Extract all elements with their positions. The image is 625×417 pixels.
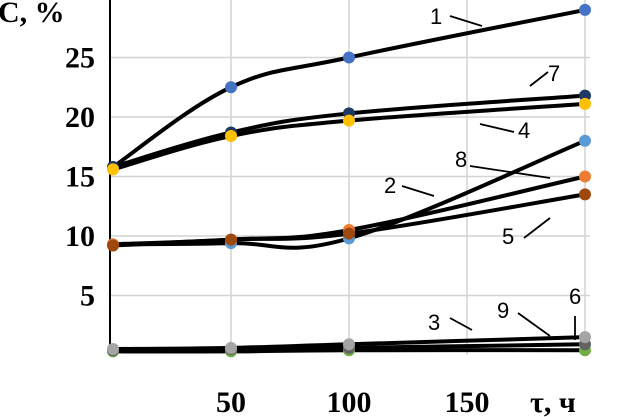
callout-leader-4 [479, 123, 515, 133]
y-tick-label: 25 [65, 42, 95, 75]
data-point-5 [343, 227, 355, 240]
callout-label-4: 4 [518, 118, 530, 143]
data-point-9 [579, 331, 591, 344]
data-point-9 [343, 338, 355, 351]
series-line-7 [112, 93, 586, 169]
y-tick-label: 10 [65, 220, 95, 253]
data-point-5 [225, 233, 237, 246]
data-point-5 [579, 188, 591, 201]
data-point-8 [579, 134, 591, 147]
callout-leader-9 [517, 312, 551, 337]
data-point-7 [579, 89, 591, 102]
data-point-5 [107, 239, 119, 252]
y-tick-label: 20 [65, 101, 95, 134]
series-line-4 [112, 101, 586, 172]
y-axis-label: C, % [0, 0, 65, 29]
series-points [107, 3, 591, 358]
callout-label-9: 9 [497, 298, 509, 323]
data-point-1 [225, 81, 237, 94]
x-axis-label: τ, ч [530, 386, 576, 417]
callout-leader-7 [529, 71, 549, 87]
data-point-1 [579, 3, 591, 16]
series-callouts: 1 7 4 8 2 5 3 9 6 [384, 4, 581, 340]
y-tick-label: 15 [65, 161, 95, 194]
callout-label-7: 7 [548, 61, 560, 86]
callout-label-6: 6 [569, 284, 581, 309]
data-point-9 [107, 343, 119, 356]
x-tick-label: 150 [445, 386, 490, 417]
series-lines [111, 7, 586, 354]
series-line-5 [112, 192, 586, 248]
data-point-4 [343, 114, 355, 127]
callout-label-8: 8 [455, 147, 467, 172]
data-point-4 [107, 163, 119, 176]
series-line-9 [112, 335, 586, 352]
callout-leader-2 [401, 185, 435, 197]
x-tick-label: 50 [216, 386, 246, 417]
data-point-4 [225, 130, 237, 143]
tick-labels: 50 100 150 5 10 15 20 25 [65, 42, 490, 417]
x-tick-label: 100 [327, 386, 372, 417]
callout-leader-5 [523, 217, 551, 239]
data-point-4 [579, 97, 591, 110]
data-point-9 [225, 341, 237, 354]
series-line-1 [111, 7, 586, 169]
data-point-2 [579, 170, 591, 183]
callout-label-3: 3 [428, 310, 440, 335]
callout-label-1: 1 [430, 4, 442, 29]
callout-leader-3 [449, 317, 473, 331]
y-tick-label: 5 [80, 280, 95, 313]
data-point-1 [343, 51, 355, 64]
callout-label-2: 2 [384, 173, 396, 198]
callout-leader-1 [449, 15, 483, 27]
callout-leader-8 [469, 165, 551, 179]
callout-label-5: 5 [502, 224, 514, 249]
